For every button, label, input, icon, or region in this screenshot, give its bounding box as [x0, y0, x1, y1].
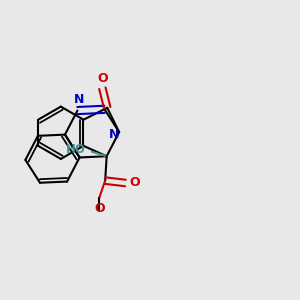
- Text: N: N: [74, 93, 84, 106]
- Text: HO: HO: [65, 143, 85, 156]
- Text: O: O: [97, 72, 108, 85]
- Text: N: N: [109, 128, 120, 141]
- Text: O: O: [130, 176, 140, 189]
- Text: O: O: [94, 202, 104, 215]
